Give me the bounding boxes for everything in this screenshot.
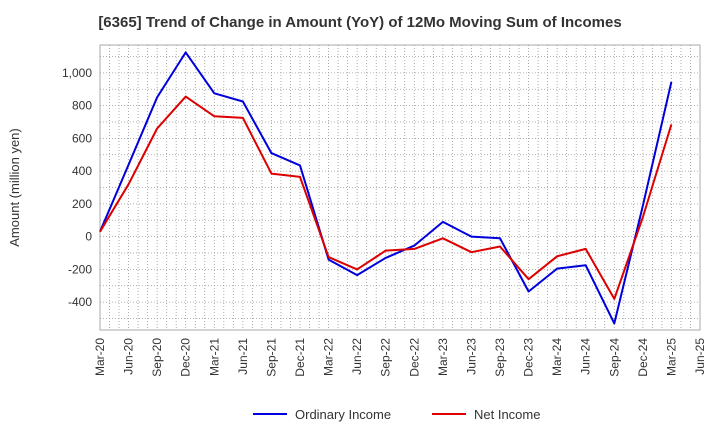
chart-title: [6365] Trend of Change in Amount (YoY) o… [98, 14, 622, 31]
x-tick-label: Mar-20 [93, 338, 107, 376]
x-tick-label: Dec-22 [407, 338, 421, 377]
y-tick-label: 1,000 [62, 66, 92, 80]
x-tick-label: Mar-21 [207, 338, 221, 376]
x-tick-label: Sep-21 [264, 338, 278, 377]
legend-label: Ordinary Income [295, 407, 391, 422]
legend: Ordinary Income Net Income [253, 407, 540, 422]
y-tick-label: -400 [68, 295, 92, 309]
x-tick-label: Jun-20 [122, 338, 136, 375]
x-tick-label: Dec-20 [179, 338, 193, 377]
x-tick-label: Jun-23 [464, 338, 478, 375]
x-tick-label: Mar-22 [322, 338, 336, 376]
x-tick-label: Mar-25 [664, 338, 678, 376]
x-tick-label: Mar-24 [550, 338, 564, 376]
series-line-ordinary-income [99, 51, 673, 325]
x-tick-label: Dec-21 [293, 338, 307, 377]
x-tick-label: Sep-23 [493, 338, 507, 377]
x-tick-label: Mar-23 [436, 338, 450, 376]
x-tick-label: Sep-20 [150, 338, 164, 377]
series-layer [99, 51, 673, 325]
x-tick-label: Jun-24 [579, 338, 593, 375]
y-tick-label: 0 [85, 230, 92, 244]
y-axis-title: Amount (million yen) [7, 128, 22, 247]
y-tick-label: -200 [68, 262, 92, 276]
legend-label: Net Income [474, 407, 540, 422]
axis-layer: -400 -200 0 200 400 600 800 1,000 Mar-20 Jun-20 Se… [7, 66, 707, 377]
y-tick-label: 800 [72, 99, 92, 113]
x-tick-label: Jun-22 [350, 338, 364, 375]
series-line-net-income [99, 95, 673, 300]
x-tick-label: Sep-22 [379, 338, 393, 377]
x-tick-label: Dec-24 [636, 338, 650, 377]
y-tick-label: 600 [72, 131, 92, 145]
grid-layer [99, 44, 701, 331]
x-tick-label: Dec-23 [522, 338, 536, 377]
y-tick-label: 200 [72, 197, 92, 211]
x-tick-label: Jun-21 [236, 338, 250, 375]
x-tick-label: Jun-25 [693, 338, 707, 375]
x-tick-label: Sep-24 [607, 338, 621, 377]
y-tick-label: 400 [72, 164, 92, 178]
